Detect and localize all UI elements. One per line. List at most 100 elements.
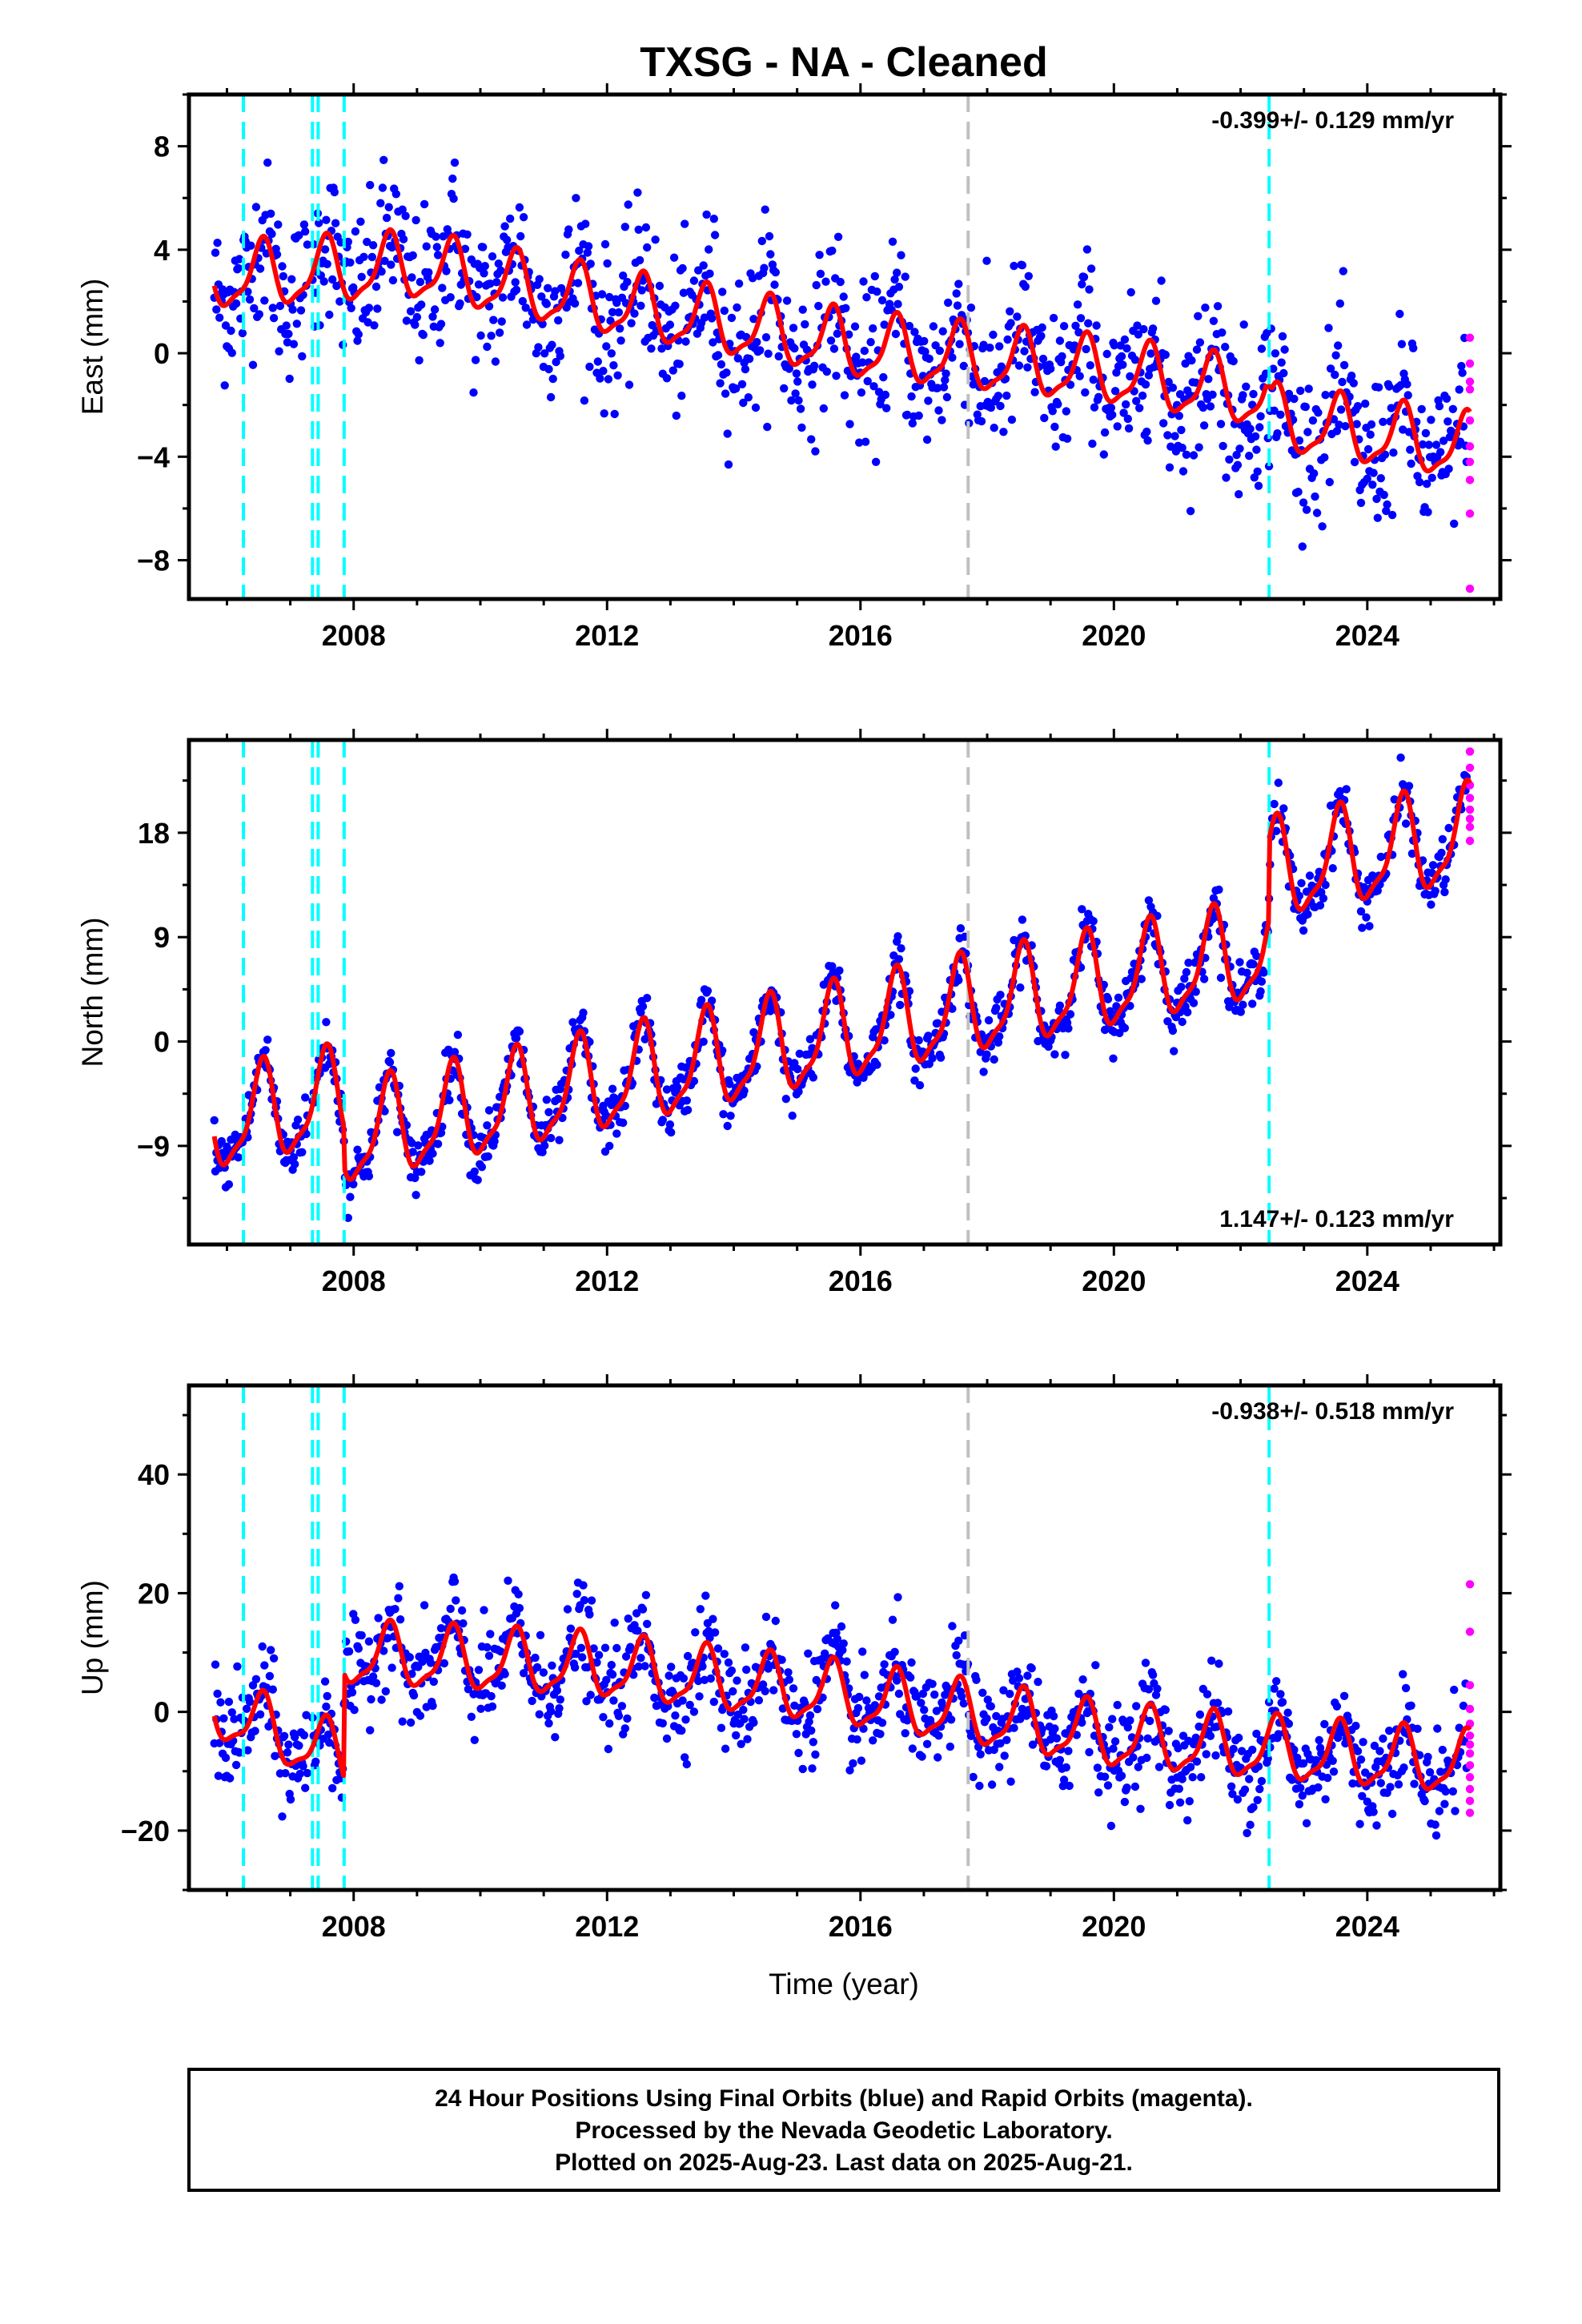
- data-point: [344, 1647, 354, 1656]
- data-point: [320, 1677, 330, 1686]
- data-point: [1133, 321, 1142, 330]
- y-tick-label: 40: [138, 1458, 170, 1491]
- data-point: [1303, 428, 1312, 436]
- data-point: [544, 1719, 553, 1728]
- data-point: [1385, 1727, 1394, 1735]
- data-point: [681, 1063, 690, 1072]
- data-point: [655, 281, 665, 291]
- data-point: [1204, 375, 1213, 384]
- x-tick-label: 2016: [829, 619, 893, 652]
- data-point: [1359, 1738, 1367, 1747]
- data-point: [1144, 371, 1154, 380]
- data-point: [769, 1686, 778, 1695]
- data-point: [1010, 261, 1018, 271]
- data-point: [1122, 344, 1131, 353]
- data-point: [586, 1691, 595, 1699]
- data-point: [881, 390, 890, 400]
- data-point: [1110, 387, 1120, 396]
- rapid-point: [1465, 1704, 1475, 1714]
- data-point: [700, 313, 709, 322]
- data-point: [531, 1653, 540, 1663]
- data-point: [853, 1735, 861, 1744]
- data-point: [1251, 432, 1260, 441]
- data-point: [1109, 1054, 1118, 1063]
- data-point: [354, 1644, 363, 1653]
- data-point: [1390, 795, 1399, 804]
- data-point: [366, 1726, 375, 1735]
- data-point: [1108, 410, 1117, 420]
- data-point: [432, 232, 440, 241]
- data-point: [587, 1596, 596, 1605]
- data-point: [1423, 1752, 1432, 1762]
- data-point: [1108, 1715, 1117, 1723]
- data-point: [1387, 404, 1396, 412]
- data-point: [1100, 1025, 1110, 1035]
- data-point: [681, 219, 689, 228]
- data-point: [886, 1011, 895, 1019]
- y-axis-label: Up (mm): [76, 1580, 109, 1695]
- data-point: [785, 364, 793, 373]
- data-point: [1363, 444, 1373, 454]
- data-point: [351, 1615, 360, 1625]
- data-point: [871, 457, 881, 466]
- data-point: [882, 404, 891, 412]
- data-point: [1349, 379, 1359, 388]
- data-point: [500, 222, 509, 231]
- data-point: [1339, 1691, 1349, 1700]
- data-point: [1030, 388, 1039, 396]
- data-point: [954, 975, 963, 985]
- data-point: [859, 277, 868, 286]
- data-point: [1361, 885, 1370, 894]
- data-point: [713, 1644, 723, 1653]
- data-point: [1054, 400, 1062, 408]
- data-point: [1014, 1674, 1024, 1683]
- data-point: [1367, 420, 1376, 429]
- data-point: [1213, 1699, 1223, 1707]
- data-point: [1113, 422, 1122, 431]
- data-point: [335, 297, 344, 306]
- data-point: [1199, 421, 1209, 430]
- data-point: [1339, 360, 1349, 370]
- data-point: [546, 1133, 556, 1143]
- data-point: [709, 338, 717, 347]
- data-point: [442, 267, 451, 275]
- data-point: [682, 1759, 691, 1769]
- data-point: [1376, 852, 1386, 862]
- data-point: [1376, 474, 1386, 483]
- data-point: [1183, 1007, 1192, 1017]
- data-point: [608, 1084, 617, 1093]
- data-point: [500, 1670, 509, 1679]
- data-point: [1094, 1788, 1103, 1797]
- data-point: [1342, 785, 1351, 794]
- data-point: [1334, 341, 1343, 350]
- data-point: [1301, 402, 1311, 412]
- data-point: [831, 1601, 840, 1610]
- x-axis-label: Time (year): [769, 1968, 919, 2000]
- data-point: [1431, 887, 1439, 895]
- data-point: [406, 307, 416, 316]
- data-point: [832, 372, 841, 380]
- data-point: [942, 392, 952, 402]
- data-point: [784, 1668, 793, 1677]
- data-point: [809, 361, 819, 370]
- data-point: [367, 252, 376, 262]
- data-point: [1130, 1782, 1140, 1791]
- data-point: [436, 339, 444, 348]
- data-point: [1023, 363, 1032, 372]
- data-point: [1227, 1782, 1236, 1791]
- data-point: [367, 1695, 375, 1704]
- data-point: [717, 360, 726, 369]
- data-point: [858, 1647, 867, 1656]
- data-point: [1296, 386, 1305, 396]
- data-point: [1427, 900, 1435, 909]
- data-point: [798, 1764, 807, 1774]
- data-point: [604, 1744, 613, 1754]
- data-point: [1168, 384, 1178, 392]
- data-point: [463, 230, 472, 239]
- data-point: [1389, 448, 1398, 457]
- data-point: [1374, 383, 1383, 392]
- x-tick-label: 2024: [1335, 619, 1399, 652]
- data-point: [612, 1643, 621, 1653]
- data-point: [1252, 951, 1261, 961]
- data-point: [1420, 1796, 1429, 1806]
